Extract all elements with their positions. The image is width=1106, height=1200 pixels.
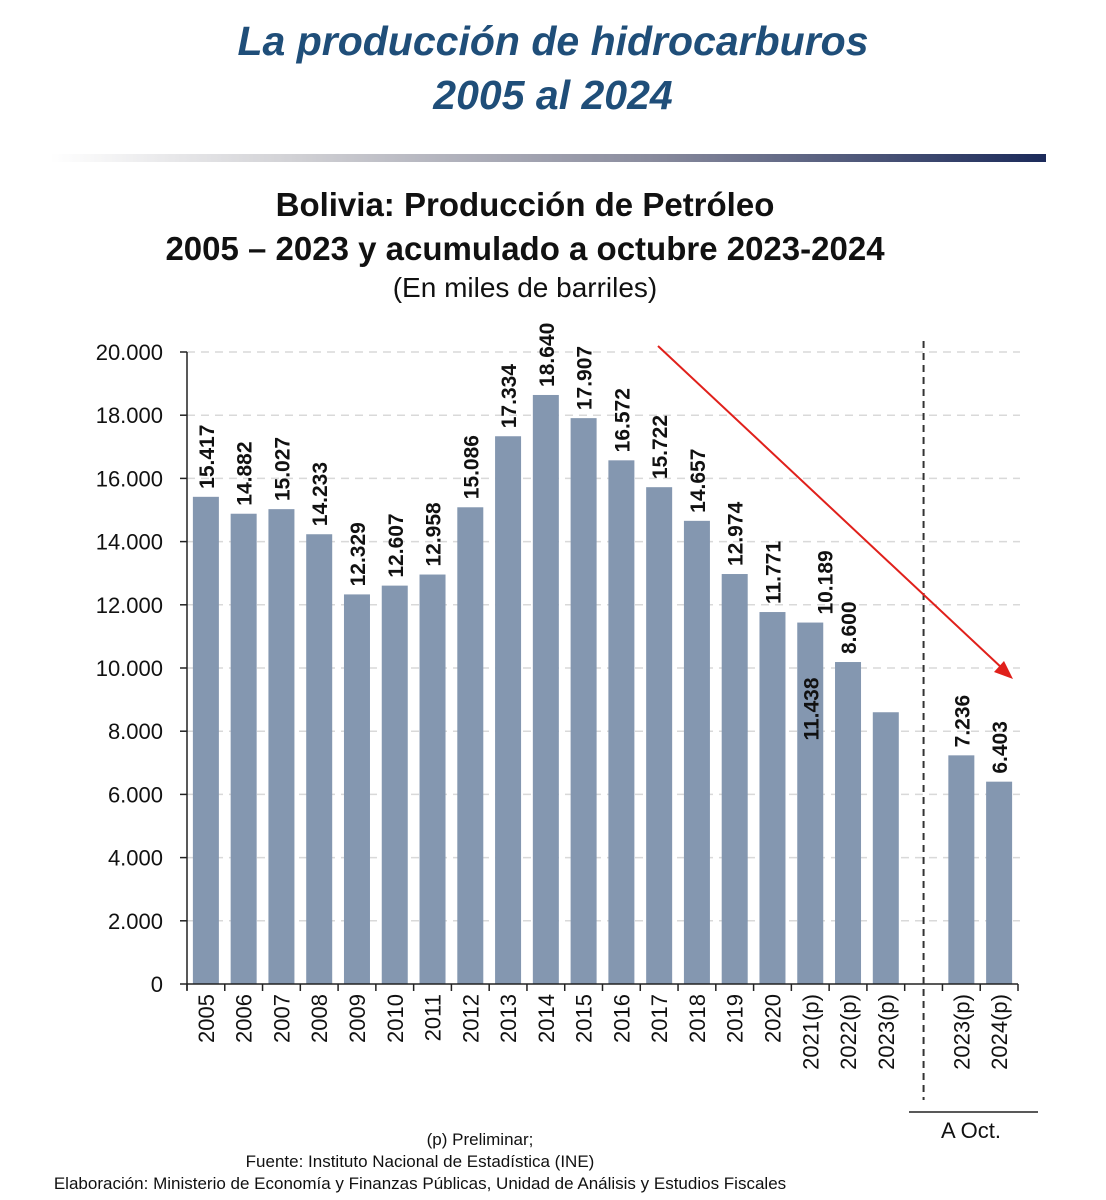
footnote-preliminar: (p) Preliminar; [426, 1130, 534, 1149]
x-tick-label: 2024(p) [987, 994, 1012, 1070]
x-tick-label: 2017 [647, 994, 672, 1043]
bar [646, 487, 673, 984]
y-tick-label: 12.000 [96, 593, 163, 618]
data-label: 7.236 [951, 695, 974, 748]
y-tick-label: 16.000 [96, 466, 163, 491]
x-tick-label: 2008 [307, 994, 332, 1043]
bar [759, 612, 786, 984]
data-label: 12.958 [423, 502, 446, 567]
x-tick-label: 2022(p) [836, 994, 861, 1070]
y-tick-label: 4.000 [108, 846, 163, 871]
data-label: 10.189 [815, 550, 838, 614]
data-label: 6.403 [989, 721, 1012, 774]
data-label: 12.974 [725, 501, 748, 566]
bar [797, 622, 824, 984]
bar [608, 460, 635, 984]
x-tick-label: 2021(p) [798, 994, 823, 1070]
bar [948, 755, 975, 984]
bar [986, 781, 1013, 984]
x-tick-label: 2023(p) [949, 994, 974, 1070]
footnote-source: Fuente: Instituto Nacional de Estadístic… [245, 1152, 595, 1171]
title-divider [50, 154, 1046, 162]
bar [306, 534, 333, 984]
bar [457, 507, 484, 984]
x-tick-label: 2011 [421, 994, 446, 1041]
x-tick-label: 2009 [345, 994, 370, 1043]
data-label: 12.329 [347, 522, 370, 586]
x-tick-label: 2007 [269, 994, 294, 1043]
data-label: 15.027 [271, 437, 294, 501]
y-tick-label: 6.000 [108, 782, 163, 807]
y-tick-label: 8.000 [108, 719, 163, 744]
bar [570, 418, 597, 984]
y-tick-label: 18.000 [96, 403, 163, 428]
chart-title: Bolivia: Producción de Petróleo [275, 186, 775, 223]
group-label: A Oct. [941, 1118, 1001, 1143]
bar [683, 520, 710, 984]
x-tick-label: 2010 [383, 994, 408, 1043]
y-tick-label: 10.000 [96, 656, 163, 681]
data-label: 15.417 [196, 425, 219, 489]
data-label: 11.438 [800, 677, 823, 740]
data-label: 16.572 [611, 388, 634, 452]
bar [268, 509, 295, 984]
bar [721, 574, 748, 984]
x-tick-label: 2013 [496, 994, 521, 1043]
bar [532, 394, 559, 984]
footnote-elaboration: Elaboración: Ministerio de Economía y Fi… [53, 1174, 787, 1193]
y-tick-label: 2.000 [108, 909, 163, 934]
bar [419, 574, 446, 984]
page-title-line2: 2005 al 2024 [433, 72, 673, 118]
y-tick-label: 0 [151, 972, 163, 997]
data-label: 14.657 [687, 449, 710, 513]
x-tick-label: 2020 [760, 994, 785, 1043]
y-tick-label: 20.000 [96, 340, 163, 365]
trend-arrow-head [994, 661, 1013, 679]
bar [192, 496, 219, 984]
data-label: 11.771 [762, 541, 785, 604]
bar [872, 712, 899, 984]
bar [343, 594, 370, 984]
x-tick-label: 2015 [572, 994, 597, 1043]
x-tick-label: 2019 [723, 994, 748, 1043]
chart-title-line2: 2005 – 2023 y acumulado a octubre 2023-2… [165, 230, 885, 267]
bar [230, 513, 257, 984]
bar [381, 585, 408, 984]
x-tick-label: 2016 [609, 994, 634, 1043]
x-tick-label: 2005 [194, 994, 219, 1043]
x-tick-label: 2023(p) [874, 994, 899, 1070]
x-tick-label: 2006 [232, 994, 257, 1043]
x-tick-label: 2012 [458, 994, 483, 1043]
data-label: 18.640 [536, 323, 559, 387]
x-tick-label: 2014 [534, 994, 559, 1043]
data-label: 14.882 [234, 441, 257, 505]
data-label: 14.233 [309, 462, 332, 526]
page-title-line1: La producción de hidrocarburos [237, 18, 869, 64]
page-title: La producción de hidrocarburos 2005 al 2… [0, 14, 1106, 122]
chart-subtitle: (En miles de barriles) [392, 272, 658, 303]
bar [835, 662, 862, 984]
data-label: 8.600 [838, 601, 861, 654]
y-tick-label: 14.000 [96, 530, 163, 555]
x-tick-label: 2018 [685, 994, 710, 1043]
bar [495, 436, 522, 984]
trend-arrow-line [657, 345, 1004, 670]
data-label: 15.086 [460, 435, 483, 499]
data-label: 15.722 [649, 415, 672, 479]
data-label: 17.334 [498, 364, 521, 429]
data-label: 17.907 [574, 346, 597, 410]
data-label: 12.607 [385, 513, 408, 577]
